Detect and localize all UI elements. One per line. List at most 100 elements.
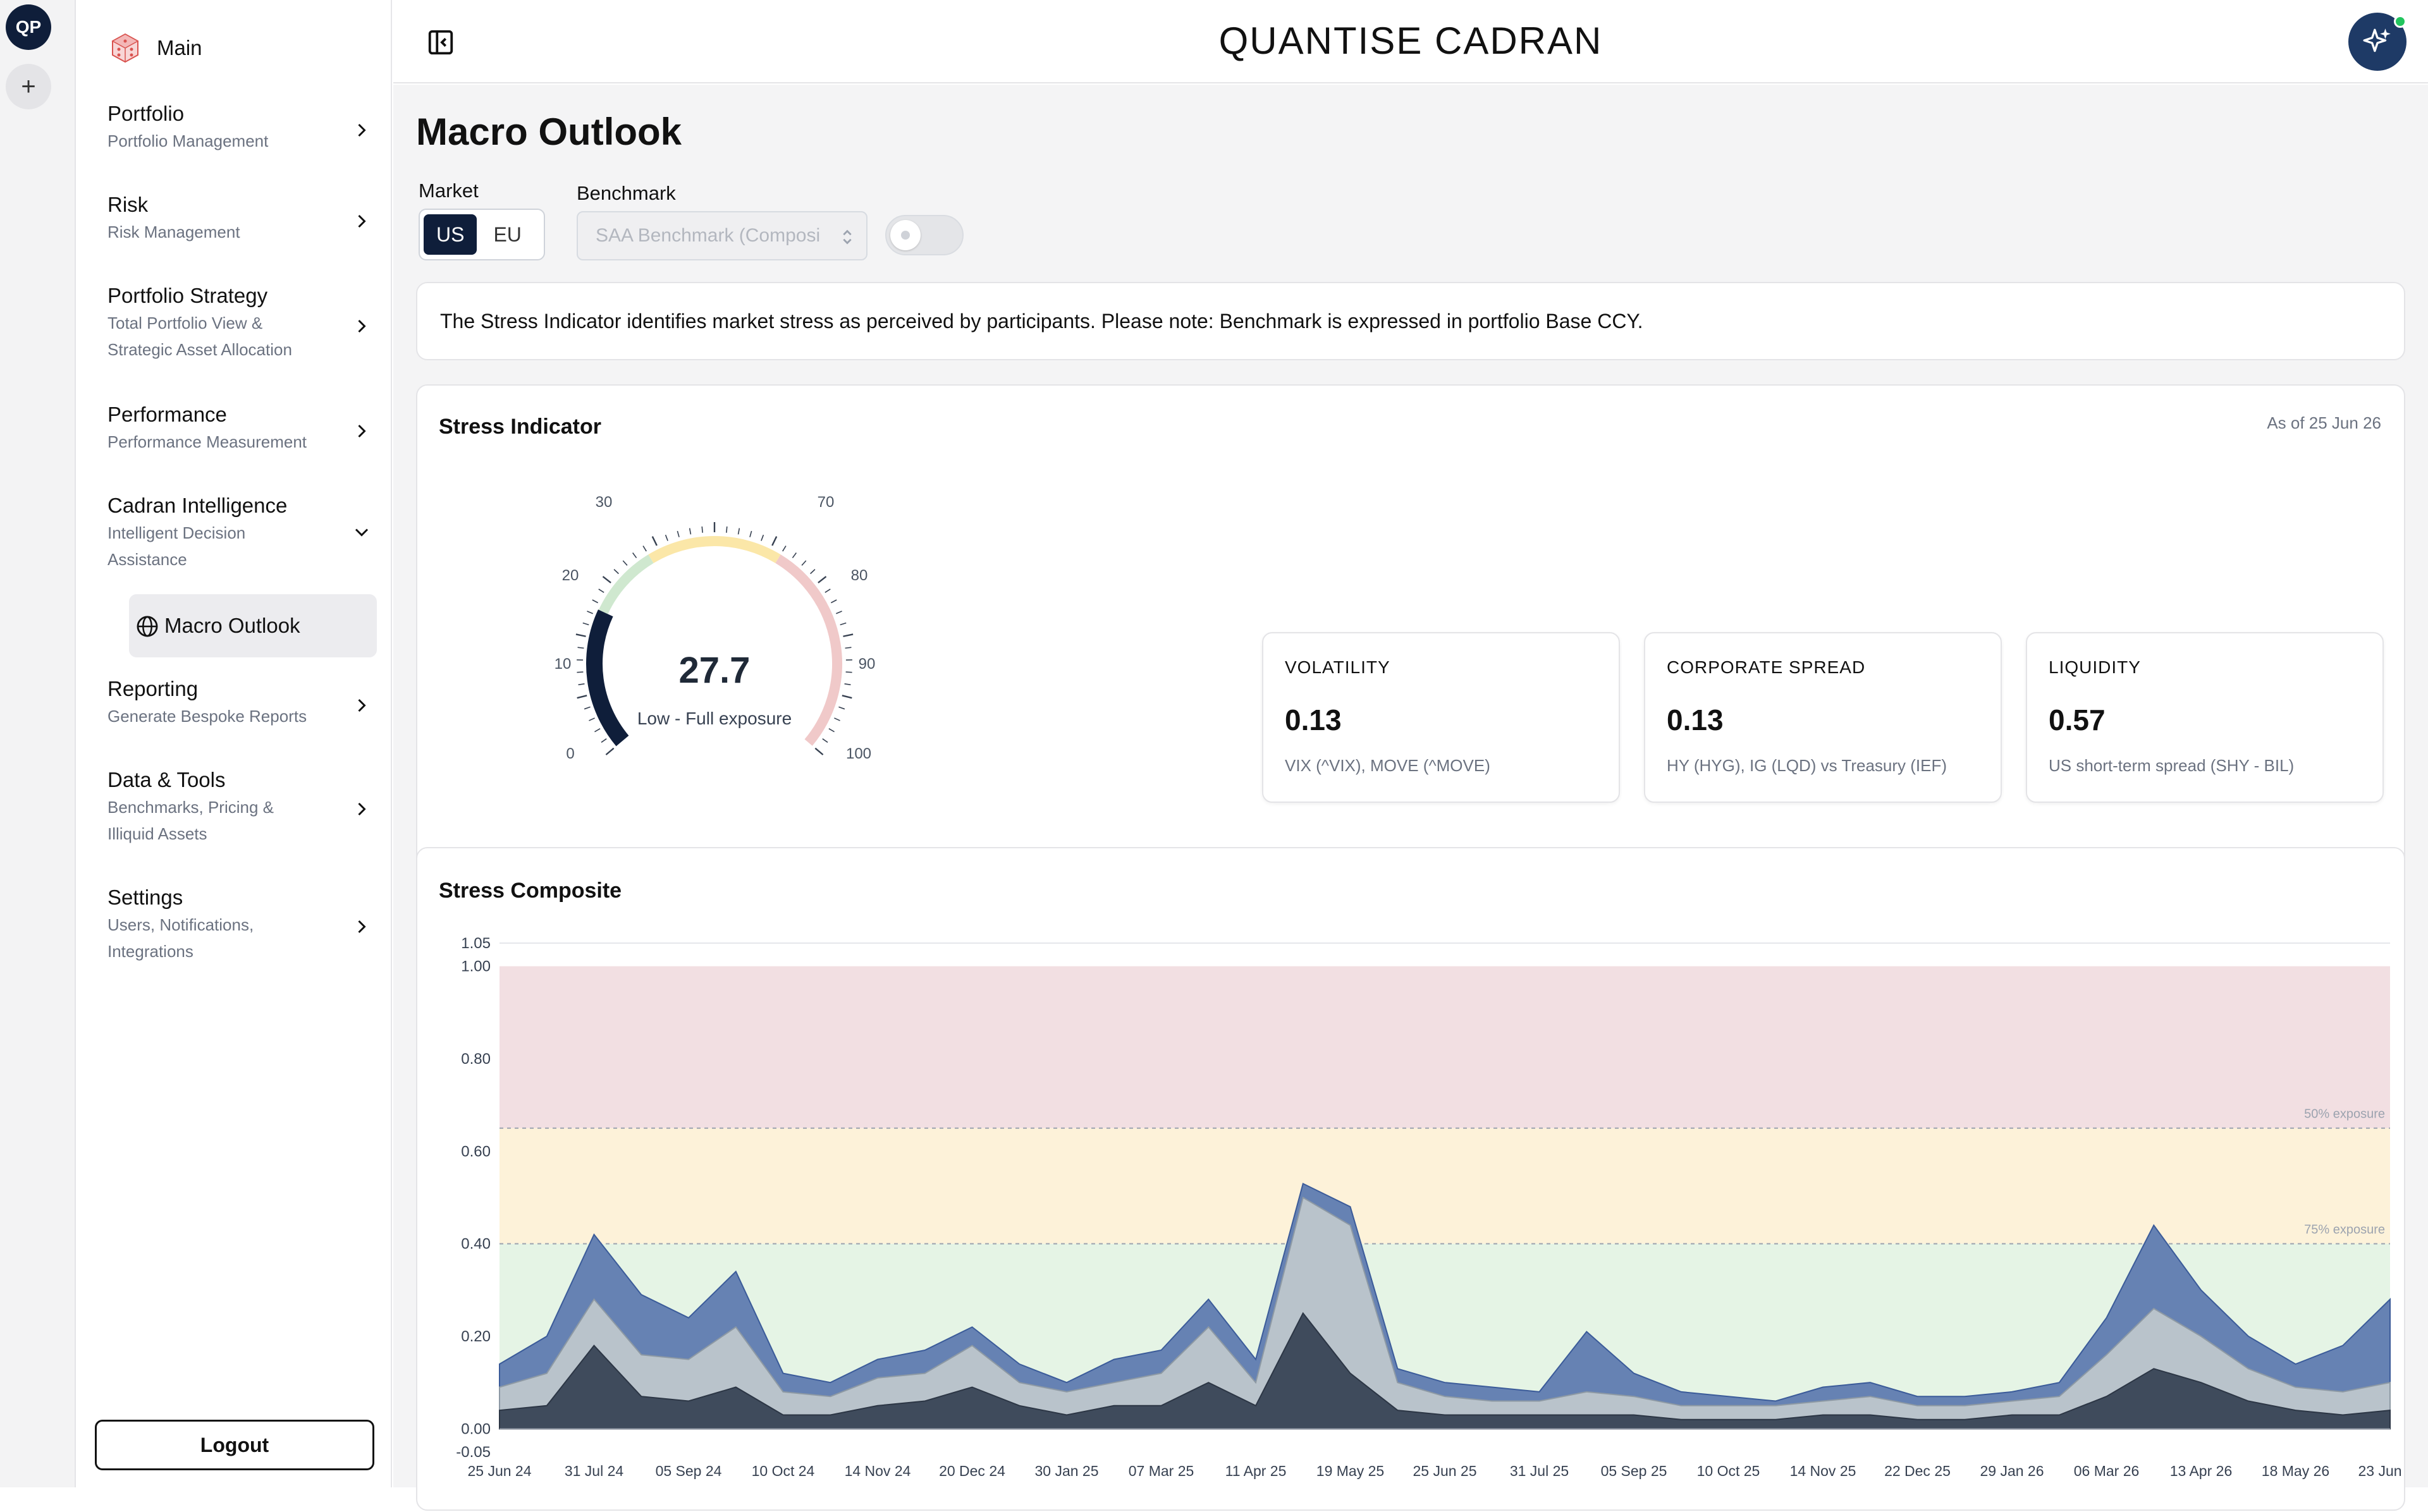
online-status-dot <box>2394 15 2407 28</box>
metric-description: HY (HYG), IG (LQD) vs Treasury (IEF) <box>1667 756 1947 776</box>
x-tick-label: 13 Apr 26 <box>2170 1463 2232 1479</box>
metric-name: CORPORATE SPREAD <box>1667 657 1865 678</box>
gauge-tick <box>792 553 796 558</box>
sidebar-item-portfolio-strategy[interactable]: Portfolio Strategy Total Portfolio View … <box>107 282 373 363</box>
x-tick-label: 10 Oct 24 <box>752 1463 815 1479</box>
chevron-right-icon <box>350 420 373 442</box>
sidebar-item-subtitle: Benchmarks, Pricing & <box>107 794 373 820</box>
gauge-tick <box>846 672 852 673</box>
workspace-avatar[interactable]: QP <box>6 4 51 50</box>
chevron-right-icon <box>350 915 373 938</box>
metric-description: US short-term spread (SHY - BIL) <box>2049 756 2294 776</box>
chevron-right-icon <box>350 210 373 233</box>
metric-value: 0.57 <box>2049 703 2106 737</box>
sidebar-item-subtitle-2: Strategic Asset Allocation <box>107 336 373 363</box>
sidebar-item-reporting[interactable]: Reporting Generate Bespoke Reports <box>107 675 373 729</box>
market-option-us[interactable]: US <box>424 214 477 255</box>
sidebar-item-settings[interactable]: Settings Users, Notifications, Integrati… <box>107 884 373 965</box>
x-tick-label: 14 Nov 25 <box>1790 1463 1856 1479</box>
benchmark-select[interactable]: SAA Benchmark (Composi <box>577 211 868 260</box>
gauge-tick <box>843 634 853 636</box>
sidebar-item-portfolio[interactable]: Portfolio Portfolio Management <box>107 100 373 154</box>
chevron-right-icon <box>350 694 373 717</box>
threshold-label: 75% exposure <box>2304 1223 2385 1237</box>
sidebar-item-cadran-intelligence[interactable]: Cadran Intelligence Intelligent Decision… <box>107 492 373 573</box>
gauge-tick <box>829 729 835 732</box>
band-red <box>500 966 2390 1128</box>
chevron-right-icon <box>350 315 373 338</box>
sidebar-main-link[interactable]: Main <box>107 30 202 66</box>
sidebar-item-subtitle-2: Illiquid Assets <box>107 820 373 847</box>
gauge-tick <box>643 546 646 552</box>
benchmark-toggle-switch[interactable] <box>885 215 964 255</box>
metric-name: LIQUIDITY <box>2049 657 2141 678</box>
gauge-tick <box>815 748 823 755</box>
gauge-tick <box>633 553 637 558</box>
x-tick-label: 11 Apr 25 <box>1225 1463 1287 1479</box>
gauge-tick-label: 30 <box>596 494 613 511</box>
market-option-eu[interactable]: EU <box>481 214 534 255</box>
gauge-tick <box>750 531 752 537</box>
sidebar-item-title: Data & Tools <box>107 766 373 794</box>
x-tick-label: 07 Mar 25 <box>1129 1463 1194 1479</box>
benchmark-label: Benchmark <box>577 182 676 205</box>
x-tick-label: 10 Oct 25 <box>1697 1463 1760 1479</box>
gauge-tick <box>589 718 594 721</box>
stress-gauge: 0 10 20 30 70 80 90 100 27.7 Low - Full … <box>531 480 898 784</box>
sidebar-item-title: Settings <box>107 884 373 911</box>
gauge-tick <box>614 570 618 574</box>
metric-value: 0.13 <box>1285 703 1342 737</box>
main-content: Macro Outlook Market Benchmark US EU SAA… <box>393 85 2428 1487</box>
sidebar-item-subtitle-2: Assistance <box>107 546 373 573</box>
gauge-tick <box>577 672 583 673</box>
metric-name: VOLATILITY <box>1285 657 1390 678</box>
stress-indicator-title: Stress Indicator <box>439 415 601 439</box>
x-tick-label: 14 Nov 24 <box>845 1463 911 1479</box>
sidebar-item-subtitle: Users, Notifications, <box>107 911 373 938</box>
metric-card-corporate-spread: CORPORATE SPREAD 0.13 HY (HYG), IG (LQD)… <box>1644 632 2002 803</box>
sidebar-item-performance[interactable]: Performance Performance Measurement <box>107 401 373 455</box>
gauge-tick <box>845 647 852 648</box>
top-header: QUANTISE CADRAN <box>393 0 2428 83</box>
x-tick-label: 31 Jul 24 <box>565 1463 624 1479</box>
x-tick-label: 25 Jun 24 <box>467 1463 531 1479</box>
sidebar-item-subtitle-2: Integrations <box>107 938 373 965</box>
gauge-tick <box>623 561 627 565</box>
gauge-tick <box>823 739 828 743</box>
x-tick-label: 06 Mar 26 <box>2074 1463 2140 1479</box>
benchmark-select-value: SAA Benchmark (Composi <box>596 225 820 247</box>
ai-assistant-button[interactable] <box>2348 13 2407 71</box>
gauge-tick <box>818 576 826 583</box>
gauge-tick <box>811 570 815 574</box>
y-tick-label: 0.40 <box>461 1236 491 1253</box>
gauge-tick-label: 90 <box>859 655 876 673</box>
metric-value: 0.13 <box>1667 703 1724 737</box>
gauge-arc-low <box>594 613 622 741</box>
y-tick-label: -0.05 <box>456 1444 491 1461</box>
x-tick-label: 05 Sep 25 <box>1601 1463 1667 1479</box>
gauge-tick <box>592 600 598 603</box>
x-tick-label: 05 Sep 24 <box>656 1463 722 1479</box>
gauge-tick <box>603 576 611 583</box>
gauge-tick <box>802 561 806 565</box>
gauge-tick <box>783 546 786 552</box>
sidebar-item-macro-outlook[interactable]: Macro Outlook <box>129 594 377 657</box>
logout-button[interactable]: Logout <box>95 1420 374 1470</box>
metric-card-liquidity: LIQUIDITY 0.57 US short-term spread (SHY… <box>2026 632 2384 803</box>
sidebar-item-risk[interactable]: Risk Risk Management <box>107 191 373 245</box>
gauge-tick <box>594 729 600 732</box>
gauge-tick-label: 10 <box>555 655 572 673</box>
sidebar-main-label: Main <box>157 36 202 60</box>
add-workspace-button[interactable]: + <box>6 64 51 109</box>
sidebar-item-data-tools[interactable]: Data & Tools Benchmarks, Pricing & Illiq… <box>107 766 373 847</box>
cube-logo-icon <box>107 30 143 66</box>
sidebar-item-label: Macro Outlook <box>164 614 300 638</box>
y-tick-label: 0.00 <box>461 1420 491 1437</box>
app-title: QUANTISE CADRAN <box>393 19 2428 63</box>
sidebar-item-title: Cadran Intelligence <box>107 492 373 520</box>
gauge-tick <box>838 707 844 709</box>
gauge-tick <box>831 600 837 603</box>
sidebar-item-subtitle: Performance Measurement <box>107 429 373 455</box>
workspace-rail: QP + <box>0 0 76 1487</box>
